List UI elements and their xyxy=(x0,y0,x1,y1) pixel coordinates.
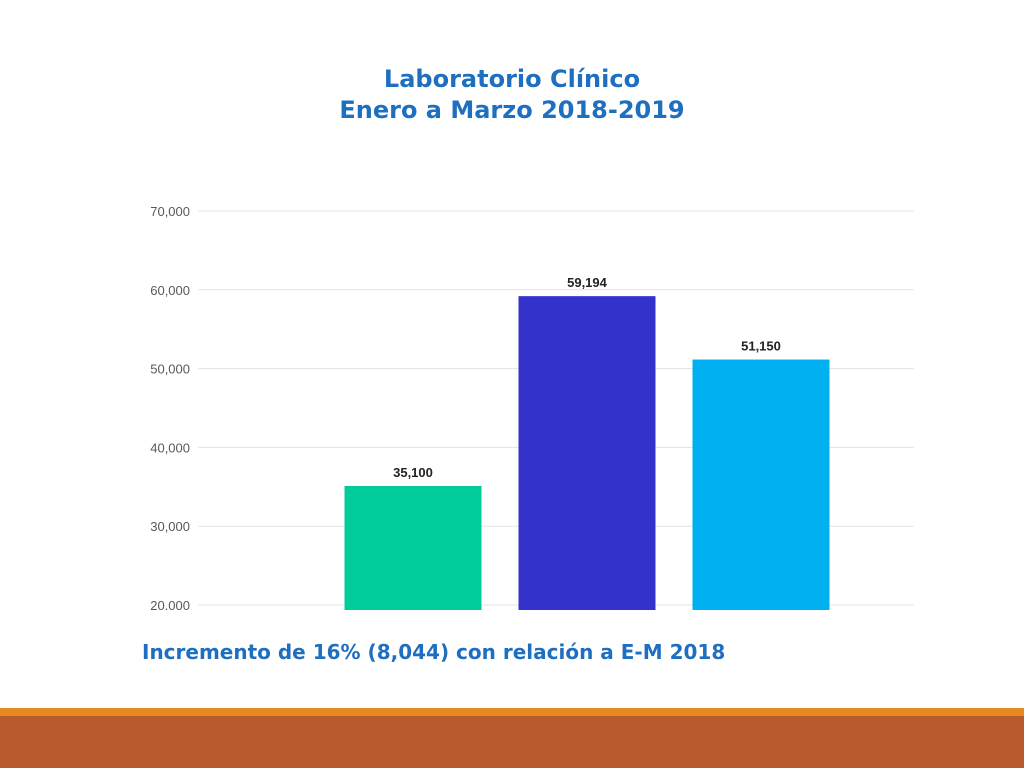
bar-value-label: 35,100 xyxy=(393,465,433,480)
y-tick-label: 50,000 xyxy=(150,362,190,377)
y-tick-label: 70,000 xyxy=(150,204,190,219)
bar-value-label: 59,194 xyxy=(567,275,608,290)
chart-title: Laboratorio Clínico xyxy=(383,65,641,93)
bar xyxy=(344,486,482,610)
y-tick-label: 30,000 xyxy=(150,519,190,534)
y-tick-label: 20.000 xyxy=(150,598,190,613)
bar-value-label: 51,150 xyxy=(741,339,781,354)
y-tick-label: 60,000 xyxy=(150,283,190,298)
bar xyxy=(692,359,830,610)
footer-accent-line xyxy=(0,708,1024,716)
bar-chart: 20.000 30,000 40,000 50,000 60,000 70,000 35,1… xyxy=(150,204,914,613)
bar xyxy=(518,296,656,610)
chart-title-block: Laboratorio Clínico Enero a Marzo 2018-2… xyxy=(0,64,1024,126)
y-tick-label: 40,000 xyxy=(150,440,190,455)
increase-note: Incremento de 16% (8,044) con relación a… xyxy=(142,640,726,664)
footer-band xyxy=(0,716,1024,768)
chart-subtitle: Enero a Marzo 2018-2019 xyxy=(339,96,685,124)
